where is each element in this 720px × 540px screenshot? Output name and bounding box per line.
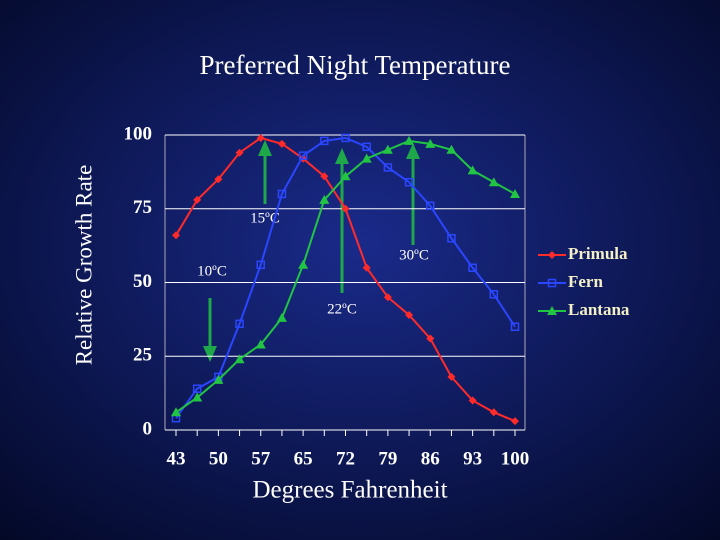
arrow-head (335, 148, 349, 164)
marker (256, 260, 265, 270)
marker (235, 148, 244, 157)
marker (320, 172, 329, 181)
marker (510, 189, 520, 198)
marker (489, 290, 499, 299)
marker (298, 151, 308, 160)
marker (426, 201, 435, 211)
y-tick-label: 0 (143, 418, 153, 439)
marker (213, 374, 224, 384)
legend-label: Lantana (568, 300, 630, 319)
marker (214, 175, 223, 184)
marker (362, 142, 371, 152)
marker (489, 408, 498, 417)
marker (235, 319, 244, 329)
marker (510, 322, 520, 331)
marker (361, 153, 372, 163)
marker (404, 135, 415, 145)
marker (383, 293, 392, 302)
legend-label: Fern (568, 272, 603, 291)
marker (447, 372, 456, 381)
x-tick-label: 86 (421, 448, 440, 469)
marker (382, 144, 393, 154)
marker (276, 312, 287, 322)
marker (192, 384, 202, 393)
marker (404, 177, 414, 187)
marker (234, 354, 245, 364)
x-tick-label: 93 (463, 448, 482, 469)
marker (446, 144, 457, 154)
marker (171, 407, 181, 417)
marker (488, 177, 499, 187)
marker (383, 163, 393, 172)
annotation: 10ºC (197, 263, 227, 279)
annotation: 30ºC (399, 247, 429, 263)
x-tick-label: 43 (167, 448, 186, 469)
marker (172, 231, 180, 240)
marker (341, 133, 350, 143)
marker (255, 339, 266, 349)
marker (193, 195, 202, 204)
series (171, 135, 520, 417)
x-tick-label: 57 (251, 448, 271, 469)
marker (547, 306, 557, 315)
arrow-head (203, 346, 217, 362)
marker (547, 278, 557, 288)
y-tick-label: 25 (133, 345, 152, 366)
series (171, 133, 520, 423)
marker (468, 396, 477, 405)
y-tick-label: 50 (133, 271, 152, 292)
x-tick-label: 72 (336, 448, 355, 469)
marker (426, 334, 435, 343)
marker (320, 136, 329, 146)
y-axis-label: Relative Growth Rate (71, 165, 96, 366)
marker (548, 251, 556, 259)
marker (192, 392, 203, 402)
marker (468, 263, 477, 272)
x-axis-label: Degrees Fahrenheit (252, 477, 447, 504)
marker (447, 234, 456, 243)
marker (511, 417, 519, 426)
marker (277, 139, 286, 148)
legend-label: Primula (568, 244, 628, 263)
marker (362, 263, 371, 272)
arrow-head (258, 140, 272, 156)
marker (256, 133, 265, 142)
y-tick-label: 75 (133, 197, 152, 218)
x-tick-label: 50 (209, 448, 228, 469)
marker (467, 165, 478, 175)
arrow-head (406, 143, 420, 159)
x-tick-label: 65 (294, 448, 313, 469)
marker (405, 310, 414, 319)
x-tick-label: 100 (501, 448, 530, 469)
x-tick-label: 79 (378, 448, 397, 469)
line (175, 136, 516, 419)
marker (298, 259, 309, 269)
marker (319, 194, 330, 204)
arrows (203, 140, 420, 362)
y-tick-label: 100 (124, 123, 153, 144)
marker (277, 189, 287, 199)
marker (340, 171, 351, 181)
marker (425, 138, 436, 148)
chart-title: Preferred Night Temperature (200, 50, 511, 80)
marker (341, 204, 350, 213)
annotation: 22ºC (327, 301, 357, 317)
